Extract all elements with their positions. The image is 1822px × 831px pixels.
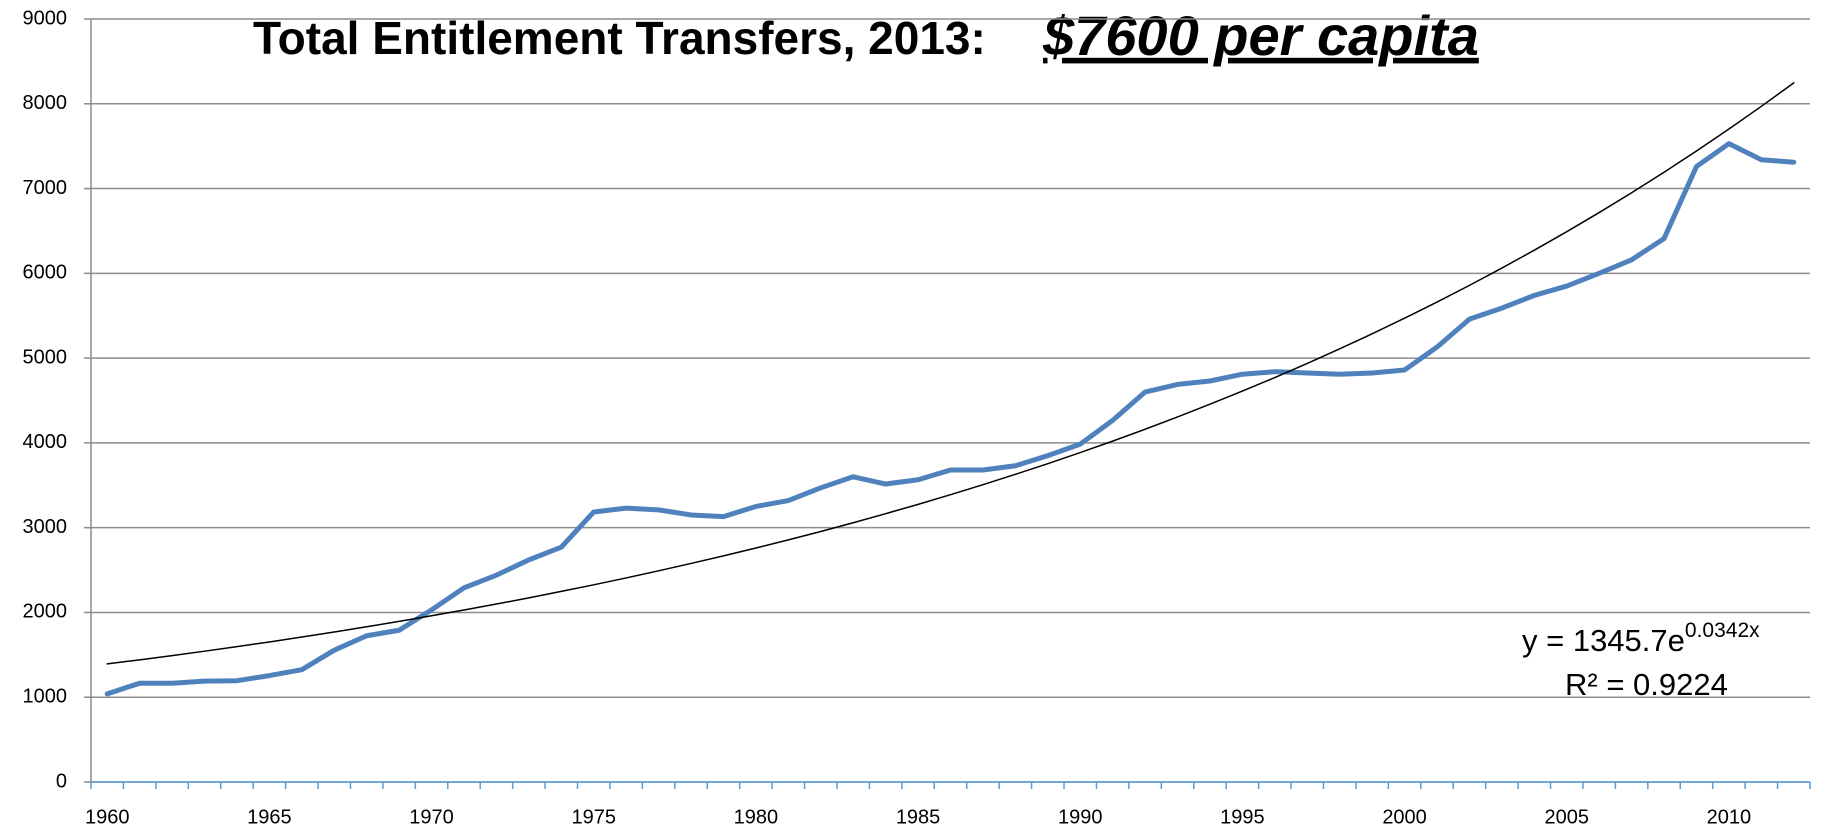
x-tick-label: 2000 [1382, 806, 1427, 828]
y-tick-label: 8000 [23, 92, 68, 114]
trend-equation: y = 1345.7e0.0342x [1522, 619, 1760, 659]
y-tick-label: 3000 [23, 516, 68, 538]
series-line [104, 141, 1797, 697]
x-tick-label: 1975 [571, 806, 616, 828]
y-tick-label: 1000 [23, 686, 68, 708]
y-tick-label: 5000 [23, 346, 68, 368]
x-tick-label: 1995 [1220, 806, 1265, 828]
y-tick-label: 0 [56, 770, 67, 792]
y-tick-label: 4000 [23, 431, 68, 453]
x-tick-label: 1960 [85, 806, 130, 828]
equation-base: y = 1345.7e [1522, 623, 1685, 658]
chart-title: Total Entitlement Transfers, 2013: [253, 12, 986, 64]
x-tick-label: 1965 [247, 806, 292, 828]
x-tick-label: 1990 [1058, 806, 1103, 828]
r-squared: R² = 0.9224 [1565, 667, 1728, 702]
equation-exponent: 0.0342x [1685, 619, 1760, 642]
x-tick-label: 1980 [734, 806, 779, 828]
y-tick-label: 7000 [23, 177, 68, 199]
y-tick-label: 2000 [23, 601, 68, 623]
chart-subtitle: $7600 per capita [1042, 4, 1479, 67]
y-tick-label: 6000 [23, 262, 68, 284]
x-tick-label: 1970 [409, 806, 454, 828]
y-tick-label: 9000 [23, 7, 68, 29]
x-tick-label: 1985 [896, 806, 941, 828]
series-line [106, 82, 1795, 665]
x-tick-label: 2005 [1544, 806, 1589, 828]
x-tick-label: 2010 [1707, 806, 1752, 828]
